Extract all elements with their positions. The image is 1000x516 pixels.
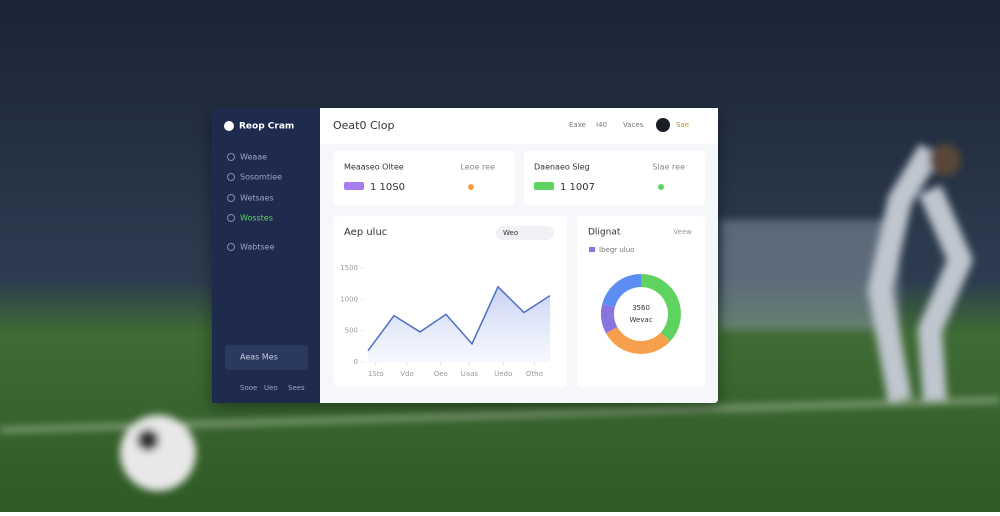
donut-center-sub: Wevac (629, 316, 652, 324)
scenery (0, 143, 1000, 491)
chart-card (577, 216, 705, 387)
y-tick-label: 1500 (340, 264, 358, 272)
header-link[interactable]: I40 (596, 121, 607, 129)
y-tick-label: 1000 (340, 295, 358, 303)
nav-item[interactable]: Sosomtiee (240, 173, 282, 182)
app-title: Reop Cram (239, 122, 294, 132)
x-tick-label: Uedo (494, 370, 512, 378)
donut-segment (601, 304, 618, 334)
stat-card (334, 151, 515, 205)
stat-chip (534, 182, 554, 190)
donut-segment (602, 274, 641, 308)
area (368, 286, 550, 362)
trend-dot (658, 184, 664, 190)
topbar (320, 108, 718, 144)
donut-segment (605, 327, 671, 355)
header-link[interactable]: Eaxe (569, 121, 586, 129)
user[interactable]: Sae (676, 121, 689, 129)
footer-box (225, 345, 308, 370)
donut-segment (641, 274, 682, 342)
stat-card (524, 151, 705, 205)
header-link[interactable]: Vaces (623, 121, 644, 129)
line (367, 285, 551, 352)
footer-link[interactable]: Ueo (264, 384, 278, 392)
x-tick-label: Vdo (400, 370, 414, 378)
stat-label: Daenaeo Sleg (534, 163, 590, 172)
x-tick-label: Otho (526, 370, 543, 378)
nav-item[interactable]: Weaae (240, 153, 267, 162)
toggle-label[interactable]: Weo (503, 229, 518, 237)
legend-label: Ibegr uluo (599, 246, 634, 254)
x-tick-label: Uaas (461, 370, 479, 378)
x-tick-label: 1Sto (368, 370, 384, 378)
nav-icon (227, 214, 235, 222)
nav-icon (227, 194, 235, 202)
y-tick-label: 0 (354, 358, 358, 366)
legend-swatch (589, 247, 595, 252)
trend-dot (468, 184, 474, 190)
nav-icon (227, 173, 235, 181)
chart-title: Aep uluc (344, 227, 387, 238)
nav-icon (227, 243, 235, 251)
footer-text[interactable]: Aeas Mes (240, 353, 278, 362)
nav-item[interactable]: Wetsaes (240, 194, 274, 203)
footer-link[interactable]: Sees (288, 384, 305, 392)
nav-item[interactable]: Wabtsee (240, 243, 275, 252)
chart-title: Dlignat (588, 228, 621, 238)
stat-value: 1 1007 (560, 182, 595, 193)
footer-link[interactable]: Sooe (240, 384, 257, 392)
stat-trend: Leoe ree (460, 163, 495, 172)
stat-value: 1 10S0 (370, 182, 405, 193)
chart-action[interactable]: Veew (673, 228, 692, 236)
logo (224, 121, 234, 131)
avatar[interactable] (656, 118, 670, 132)
y-tick-label: 500 (345, 327, 358, 335)
x-tick-label: Oeo (434, 370, 448, 378)
stat-trend: Slae ree (652, 163, 685, 172)
donut-center: 3560 (632, 304, 650, 312)
header-title: Oeat0 Clop (333, 119, 394, 132)
nav-icon (227, 153, 235, 161)
toggle[interactable] (496, 226, 554, 240)
stat-chip (344, 182, 364, 190)
stat-label: Meaaseo Oltee (344, 163, 404, 172)
nav-item[interactable]: Wosstes (240, 214, 273, 223)
